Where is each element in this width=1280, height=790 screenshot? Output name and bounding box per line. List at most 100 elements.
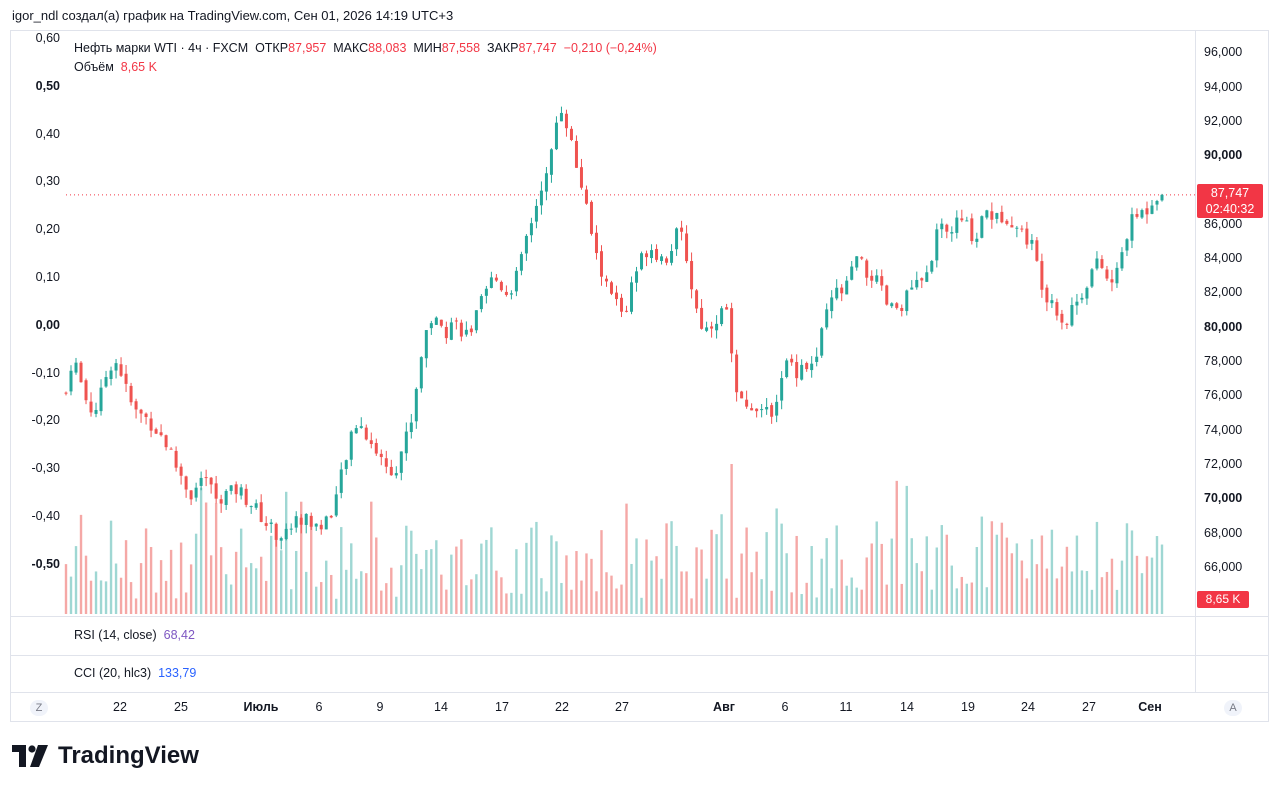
volume-bar xyxy=(625,503,628,614)
left-tick-label: -0,20 xyxy=(31,413,61,428)
volume-bar xyxy=(109,520,113,614)
volume-bar xyxy=(495,570,498,614)
candle xyxy=(895,301,899,310)
candle xyxy=(594,225,598,260)
price-tick-label: 80,000 xyxy=(1204,319,1243,334)
candle xyxy=(840,284,844,302)
candle xyxy=(419,356,423,393)
candle xyxy=(144,412,148,425)
rsi-label: RSI (14, close) xyxy=(74,628,157,642)
volume-bar xyxy=(194,533,198,614)
volume-bar xyxy=(1095,521,1099,614)
rsi-legend[interactable]: RSI (14, close) 68,42 xyxy=(74,628,195,642)
candle xyxy=(630,276,634,315)
volume-bar xyxy=(740,553,743,614)
price-tick-label: 66,000 xyxy=(1204,559,1243,574)
volume-bar xyxy=(585,553,588,614)
candle xyxy=(1065,322,1069,329)
volume-bar xyxy=(400,565,403,614)
candle xyxy=(529,217,533,243)
candle xyxy=(569,126,573,142)
volume-bar xyxy=(179,542,183,614)
last-price-badge: 87,747 02:40:32 xyxy=(1197,184,1263,218)
candle xyxy=(835,279,839,301)
volume-bar xyxy=(1045,568,1049,614)
candle xyxy=(339,462,343,499)
candle xyxy=(1140,208,1144,219)
candle xyxy=(599,245,603,286)
candle xyxy=(1130,207,1134,249)
volume-bar xyxy=(910,538,913,614)
volume-bar xyxy=(900,583,903,614)
brand-name: TradingView xyxy=(58,742,199,769)
volume-bar xyxy=(875,521,878,614)
candle xyxy=(544,166,548,201)
price-tick-label: 92,000 xyxy=(1204,113,1243,128)
volume-bar xyxy=(79,514,83,614)
candle xyxy=(680,220,684,241)
volume-bar xyxy=(129,582,133,614)
zoom-reset-button[interactable]: Z xyxy=(30,700,48,716)
candle xyxy=(184,475,188,498)
volume-bar xyxy=(1080,570,1084,614)
volume-bar xyxy=(1035,564,1039,614)
candle xyxy=(1055,298,1059,321)
candle xyxy=(1095,251,1099,271)
volume-bar xyxy=(1135,555,1139,614)
volume-bar xyxy=(645,539,648,614)
bar-countdown: 02:40:32 xyxy=(1205,202,1255,216)
volume-bar xyxy=(445,589,448,614)
left-tick-label: 0,50 xyxy=(35,78,60,93)
volume-bar xyxy=(980,516,984,614)
candle xyxy=(675,227,679,256)
volume-bar xyxy=(735,597,738,614)
auto-scale-button[interactable]: A xyxy=(1224,700,1242,716)
candle xyxy=(429,320,433,335)
volume-bar xyxy=(300,501,303,614)
pane-divider xyxy=(10,616,1269,617)
candle xyxy=(650,244,654,264)
candle xyxy=(154,427,158,435)
candle xyxy=(504,285,508,297)
candle xyxy=(329,514,333,519)
tradingview-logo: TradingView xyxy=(12,742,199,770)
candle xyxy=(690,252,694,299)
candle xyxy=(1070,297,1074,327)
volume-label: Объём xyxy=(74,60,114,74)
volume-bar xyxy=(1060,566,1064,614)
volume-bar xyxy=(1100,577,1104,614)
volume-bar xyxy=(855,587,858,614)
volume-legend: Объём 8,65 K xyxy=(74,60,157,74)
volume-bar xyxy=(320,582,323,614)
candle xyxy=(845,276,849,295)
open-value: 87,957 xyxy=(288,41,327,55)
volume-bar xyxy=(770,590,773,614)
volume-bar xyxy=(144,528,148,614)
candle xyxy=(379,449,383,466)
volume-bar xyxy=(620,584,623,614)
candle xyxy=(439,319,443,328)
cci-legend[interactable]: CCI (20, hlc3) 133,79 xyxy=(74,666,196,680)
candle xyxy=(139,408,143,423)
candle xyxy=(259,494,263,523)
candle xyxy=(615,285,619,306)
volume-bar xyxy=(440,574,443,614)
candle xyxy=(720,306,724,327)
volume-bar xyxy=(1120,560,1124,614)
volume-bar xyxy=(345,569,348,614)
candle xyxy=(494,274,498,282)
volume-bar xyxy=(1125,523,1129,614)
volume-bar xyxy=(254,568,258,614)
volume-bar xyxy=(890,538,893,614)
price-tick-label: 70,000 xyxy=(1204,491,1243,506)
candle xyxy=(990,202,994,229)
volume-bar xyxy=(395,596,398,614)
candle xyxy=(434,316,438,326)
candle xyxy=(284,523,288,541)
volume-bar xyxy=(355,578,358,614)
volume-bar xyxy=(1130,530,1134,614)
volume-bar xyxy=(490,527,493,614)
price-tick-label: 84,000 xyxy=(1204,251,1243,266)
candle xyxy=(1075,293,1079,315)
